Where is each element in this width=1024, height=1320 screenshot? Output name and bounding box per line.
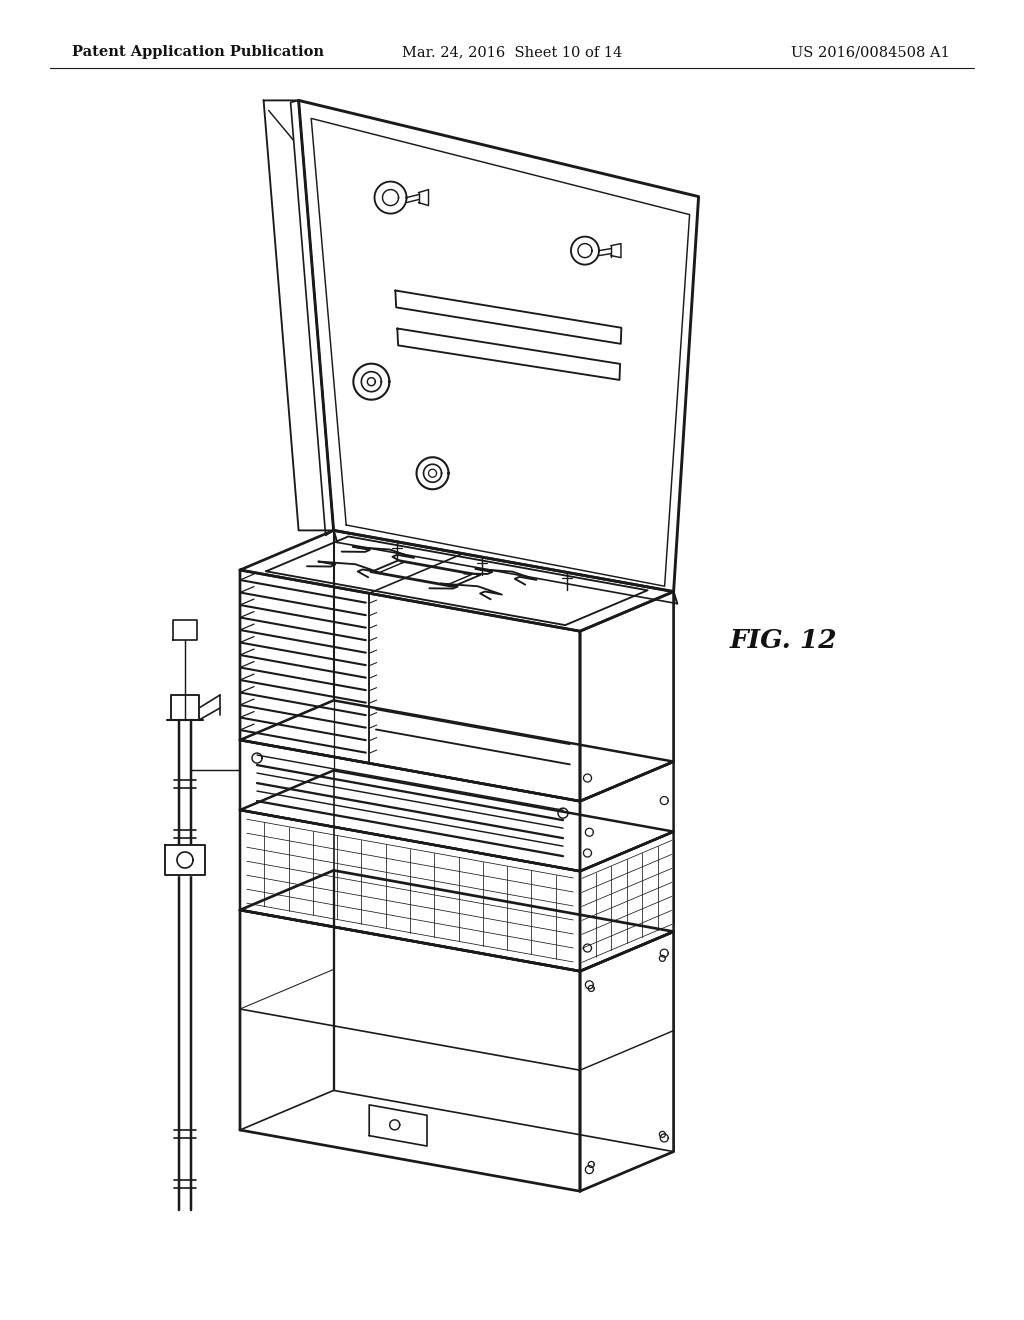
Text: Patent Application Publication: Patent Application Publication xyxy=(72,45,324,59)
Text: FIG. 12: FIG. 12 xyxy=(730,627,838,652)
Text: Mar. 24, 2016  Sheet 10 of 14: Mar. 24, 2016 Sheet 10 of 14 xyxy=(401,45,623,59)
Polygon shape xyxy=(165,845,205,875)
Text: US 2016/0084508 A1: US 2016/0084508 A1 xyxy=(792,45,950,59)
